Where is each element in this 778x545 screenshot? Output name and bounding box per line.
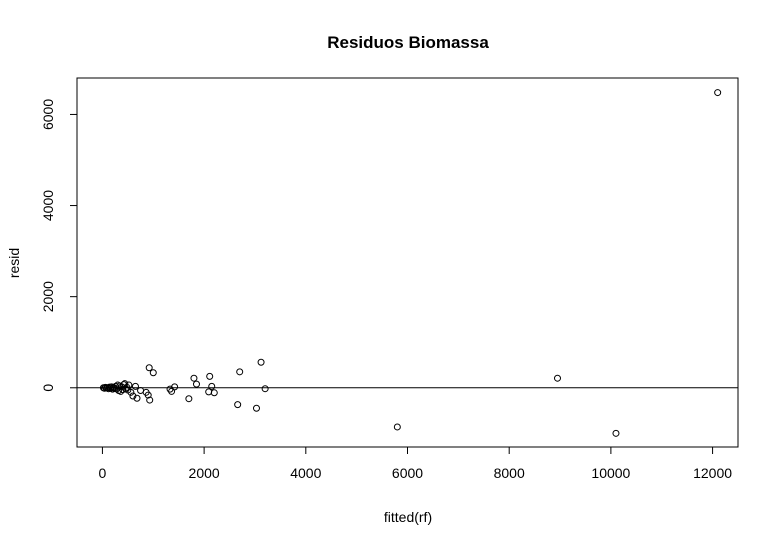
x-tick-label: 2000 (189, 465, 220, 481)
plot-frame (76, 77, 739, 448)
x-tick-label: 10000 (591, 465, 630, 481)
y-axis: 0 2000 4000 6000 (40, 99, 78, 392)
x-tick-label: 0 (99, 465, 107, 481)
y-tick-label: 2000 (40, 281, 56, 312)
x-axis: 0 2000 4000 6000 8000 10000 12000 (99, 446, 732, 481)
data-point (133, 394, 141, 402)
y-tick-label: 4000 (40, 190, 56, 221)
x-tick-label: 4000 (290, 465, 321, 481)
data-point (119, 386, 127, 394)
data-point (252, 404, 260, 412)
y-tick-label: 6000 (40, 99, 56, 130)
data-point (137, 387, 145, 395)
y-axis-label: resid (6, 248, 22, 278)
data-point (190, 374, 198, 382)
data-point (129, 392, 137, 400)
data-point (612, 429, 620, 437)
data-points (99, 89, 722, 437)
x-axis-label: fitted(rf) (384, 509, 432, 525)
data-point (192, 380, 200, 388)
data-point (206, 372, 214, 380)
data-point (125, 381, 133, 389)
data-point (236, 368, 244, 376)
data-point (553, 374, 561, 382)
data-point (144, 391, 152, 399)
data-point (210, 389, 218, 397)
data-point (145, 364, 153, 372)
data-point (714, 89, 722, 97)
x-tick-label: 8000 (494, 465, 525, 481)
x-tick-label: 12000 (693, 465, 732, 481)
data-point (208, 382, 216, 390)
x-tick-label: 6000 (392, 465, 423, 481)
data-point (121, 380, 129, 388)
y-tick-label: 0 (40, 384, 56, 392)
data-point (171, 383, 179, 391)
data-point (131, 382, 139, 390)
chart-title: Residuos Biomassa (327, 33, 489, 52)
data-point (127, 388, 135, 396)
data-point (149, 369, 157, 377)
data-point (257, 358, 265, 366)
data-point (234, 401, 242, 409)
data-point (393, 423, 401, 431)
data-point (261, 385, 269, 393)
data-point (185, 395, 193, 403)
data-point (146, 396, 154, 404)
